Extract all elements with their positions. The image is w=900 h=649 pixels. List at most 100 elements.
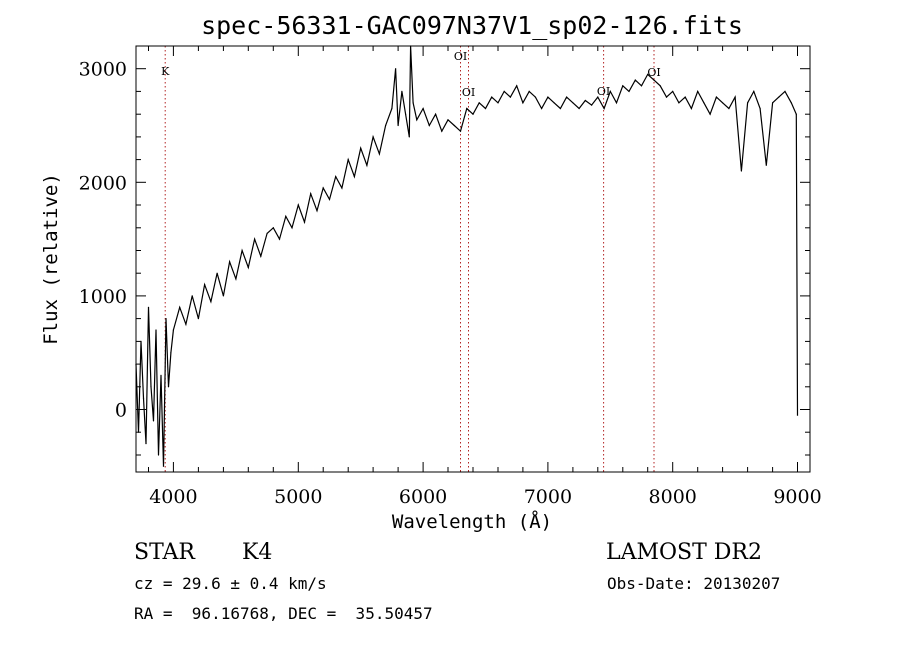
spectrum-point [353, 176, 355, 178]
spectrum-point [684, 96, 686, 98]
spectrum-point [397, 124, 399, 127]
spectrum-point [653, 79, 655, 81]
spectrum-point [628, 90, 630, 92]
spectrum-point [534, 96, 537, 98]
spectrum-point [615, 102, 618, 104]
y-tick-label: 2000 [79, 172, 127, 194]
spectrum-point [378, 153, 380, 155]
spectrum-point [303, 221, 306, 223]
spectrum-point [703, 102, 705, 104]
spectrum-point [753, 90, 755, 92]
spectrum-point [715, 96, 718, 98]
spectrum-point [622, 85, 624, 87]
coordinates-text: RA = 96.16768, DEC = 35.50457 [134, 604, 433, 623]
spectrum-point [310, 193, 312, 195]
spectrum-point [165, 318, 167, 320]
spectrum-point [405, 113, 407, 115]
y-axis-label: Flux (relative) [40, 173, 62, 345]
spectrum-point [784, 90, 786, 92]
survey-name: LAMOST DR2 [606, 540, 762, 565]
spectrum-point [778, 96, 780, 98]
spectrum-point [678, 102, 680, 104]
spectrum-point [347, 159, 349, 161]
spectrum-point [335, 176, 337, 178]
spectrum-point [522, 102, 524, 104]
spectrum-chart: spec-56331-GAC097N37V1_sp02-126.fits K OI… [40, 11, 822, 533]
spectrum-point [665, 96, 668, 98]
spectrum-point [591, 104, 593, 106]
spectrum-point [634, 79, 636, 81]
spectrum-point [447, 119, 449, 121]
line-marker-label: OI [454, 50, 467, 63]
object-subclass: K4 [242, 540, 273, 565]
spectrum-point [578, 107, 580, 110]
spectrum-point [553, 102, 555, 104]
spectrum-point [516, 85, 518, 87]
y-tick-label: 1000 [79, 286, 127, 308]
spectrum-point [459, 130, 462, 132]
spectrum-point [472, 113, 474, 115]
spectrum-point [297, 204, 299, 206]
x-tick-label: 9000 [773, 486, 821, 508]
spectrum-point [709, 113, 711, 115]
spectrum-point [466, 107, 468, 110]
spectrum-point [229, 261, 231, 263]
spectrum-point [772, 102, 774, 104]
spectrum-point [385, 124, 387, 127]
spectrum-point [291, 227, 293, 229]
spectrum-point [453, 124, 455, 127]
spectrum-point [416, 119, 418, 121]
series-layer [135, 45, 799, 467]
spectrum-point [142, 397, 145, 399]
y-tick-label: 3000 [79, 59, 127, 81]
spectrum-point [395, 68, 397, 70]
plot-frame [135, 45, 811, 473]
x-axis-ticks: 4000 5000 6000 7000 8000 9000 [148, 46, 822, 508]
x-tick-label: 7000 [524, 486, 572, 508]
spectrum-point [740, 170, 743, 172]
spectrum-point [428, 124, 430, 127]
spectrum-point [266, 232, 268, 234]
spectrum-point [765, 164, 767, 166]
spectrum-point [491, 96, 493, 98]
spectrum-point [150, 386, 152, 388]
spectrum-point [528, 90, 530, 92]
spectrum-point [796, 414, 799, 416]
spectrum-point [647, 73, 649, 75]
object-class: STAR [134, 540, 195, 565]
spectrum-point [247, 266, 249, 269]
spectrum-point [597, 96, 599, 98]
spectrum-point [147, 306, 150, 308]
x-tick-label: 4000 [149, 486, 197, 508]
spectrum-point [603, 107, 605, 110]
y-axis-ticks: 0 1000 2000 3000 [79, 45, 810, 456]
spectrum-point [162, 465, 165, 467]
y-tick-label: 0 [115, 400, 127, 422]
spectrum-point [690, 107, 693, 110]
spectrum-point [391, 107, 393, 110]
spectrum-point [341, 187, 343, 189]
line-marker-label: OI [462, 86, 475, 99]
x-tick-label: 8000 [649, 486, 697, 508]
line-marker-label: OI [647, 66, 660, 79]
spectrum-point [503, 90, 505, 92]
line-markers: K OI OI OI OI [161, 46, 661, 472]
spectrum-point [366, 164, 368, 166]
spectrum-point [790, 102, 792, 104]
x-axis-label: Wavelength (Å) [392, 510, 552, 533]
spectrum-point [145, 443, 147, 445]
spectrum-point [278, 238, 281, 240]
spectrum-point [157, 454, 160, 456]
spectrum-point [172, 329, 174, 331]
spectrum-point [559, 107, 562, 110]
spectrum-point [185, 323, 187, 325]
spectrum-point [584, 99, 586, 102]
spectrum-point [722, 102, 724, 104]
spectrum-point [759, 107, 761, 110]
spectrum-point [197, 318, 199, 320]
spectrum-point [697, 90, 699, 92]
spectrum-point [640, 85, 643, 87]
line-marker-label: OI [597, 85, 610, 98]
spectrum-point [191, 295, 193, 297]
spectrum-point [478, 102, 480, 104]
